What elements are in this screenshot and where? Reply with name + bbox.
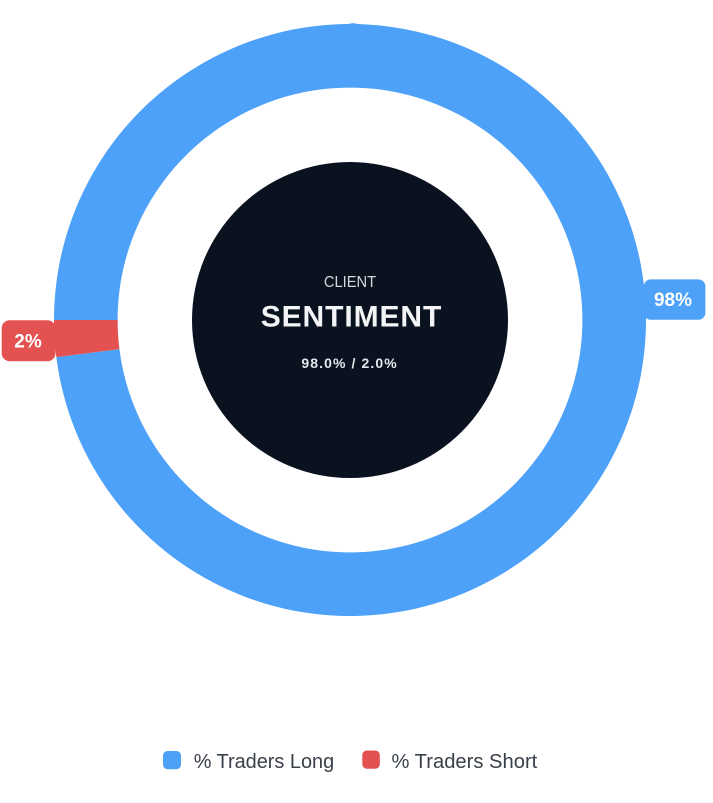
svg-text:98%: 98% — [654, 290, 692, 311]
svg-text:% Traders Long: % Traders Long — [194, 751, 335, 773]
svg-text:% Traders Short: % Traders Short — [392, 751, 538, 773]
svg-text:SENTIMENT: SENTIMENT — [261, 300, 442, 333]
svg-text:CLIENT: CLIENT — [324, 274, 377, 291]
svg-text:2%: 2% — [14, 332, 42, 353]
svg-text:98.0% / 2.0%: 98.0% / 2.0% — [301, 355, 397, 371]
